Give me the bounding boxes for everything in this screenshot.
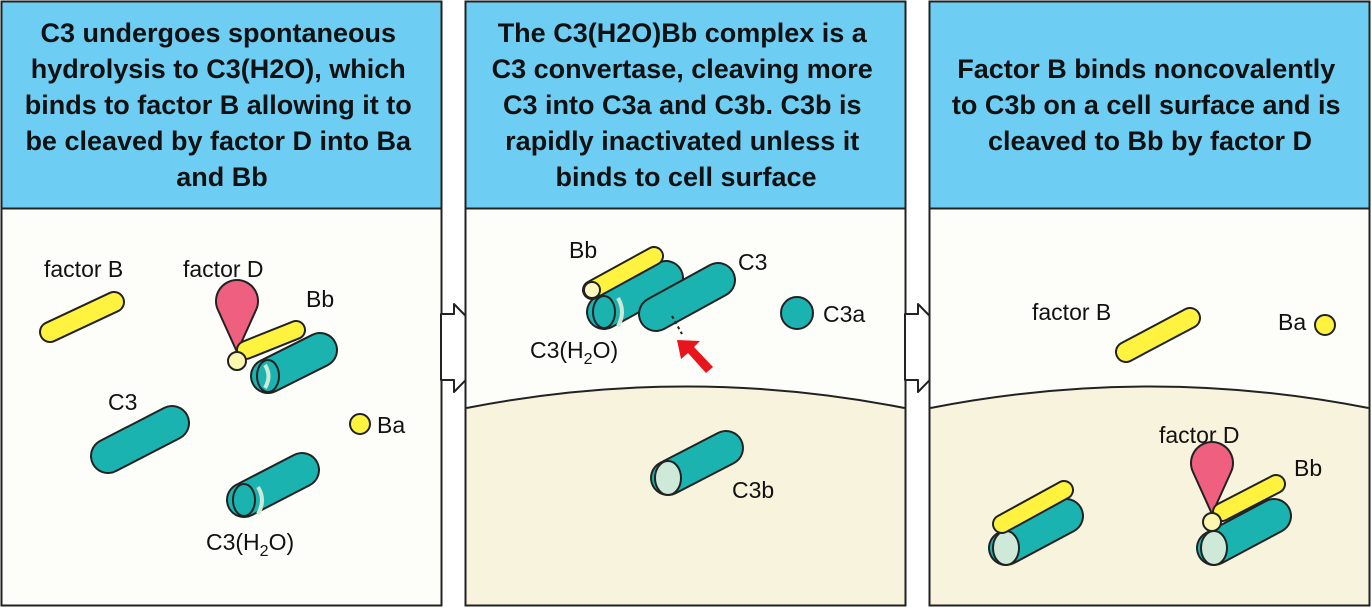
c3h2o-2-face [592,295,616,329]
panel-3-title: Factor B binds noncovalently to C3b on a… [952,54,1348,156]
c3h2o-label-2: C3(H2O) [530,337,618,368]
factor-d-label: factor D [183,256,264,282]
panel-2: The C3(H2O)Bb complex is a C3 convertase… [464,0,907,607]
c3-label-2: C3 [738,249,767,275]
ba-fragment-bound [227,351,247,371]
panel-3-header [928,0,1371,210]
panel-1-title: C3 undergoes spontaneous hydrolysis to C… [25,18,420,192]
factor-b-3 [1117,309,1199,361]
ba-label-3: Ba [1278,309,1306,335]
panel-1-header [0,0,443,210]
c3b-face [654,460,682,496]
c3-label: C3 [108,389,137,415]
c3b-right-face [1200,530,1228,566]
c3b-left-face [992,530,1020,566]
c3h2o-face [232,483,256,517]
cleavage-arrow [677,340,713,373]
panel-2-cell-surface [466,386,905,605]
ba-3 [1314,314,1336,336]
factor-d [215,279,259,355]
c3h2o-2-cleft [616,297,624,327]
ba-label: Ba [377,412,405,438]
bb-label-3: Bb [1294,455,1322,481]
panel-3-membrane [930,385,1369,409]
factor-d-3 [1190,441,1234,517]
panel-1: C3 undergoes spontaneous hydrolysis to C… [0,0,443,607]
panel-2-membrane [466,385,905,409]
factor-d-label-3: factor D [1159,422,1240,448]
panel-2-title: The C3(H2O)Bb complex is a C3 convertase… [492,18,881,192]
bb-2 [584,248,662,298]
bb-label-2: Bb [569,237,597,263]
panel-3: Factor B binds noncovalently to C3b on a… [928,0,1371,607]
c3h2o-label: C3(H2O) [206,529,294,560]
panel-3-cell-surface [930,386,1369,605]
factor-b-label: factor B [44,256,123,282]
bb-2-end [583,281,601,299]
factor-b [41,293,123,341]
c3-cylinder [92,407,188,472]
bb-3 [1214,476,1284,520]
factor-b-label-3: factor B [1032,299,1111,325]
bb-label: Bb [306,286,334,312]
c3-2-cylinder [640,264,734,330]
ba-fragment-bound-3 [1202,512,1222,532]
bb [238,322,304,358]
c3h2o-complex-cleft [263,363,271,390]
c3a [780,296,814,330]
ba [349,413,371,435]
c3a-label: C3a [823,301,865,327]
c3b-label: C3b [732,477,774,503]
panel-1-body [0,207,443,607]
panel-2-header [464,0,907,210]
c3h2o-cleft [256,485,264,515]
factor-b-bound [994,482,1072,532]
